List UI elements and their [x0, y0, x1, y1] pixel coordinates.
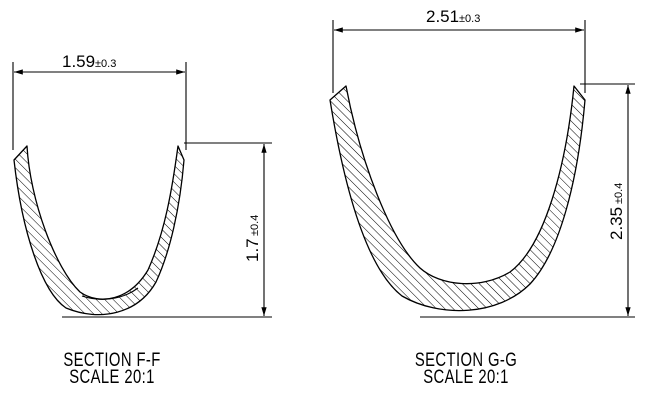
section-g-height-value: 2.35	[607, 207, 626, 240]
section-g-width-value: 2.51	[426, 7, 459, 26]
section-f-inner-line	[81, 287, 139, 300]
section-f-view: 1.59 ±0.3 1.7 ±0.4	[12, 52, 272, 318]
section-g-caption: SECTION G-G SCALE 20:1	[396, 350, 536, 388]
section-f-scale: SCALE 20:1	[69, 367, 155, 388]
section-g-height-tolerance: ±0.4	[613, 183, 625, 204]
section-f-height-tolerance: ±0.4	[249, 215, 261, 236]
section-g-profile	[329, 85, 586, 312]
section-g-view: 2.51 ±0.3 2.35 ±0.4	[329, 7, 635, 318]
section-f-width-value: 1.59	[62, 52, 95, 71]
section-f-caption: SECTION F-F SCALE 20:1	[42, 350, 182, 388]
section-g-width-tolerance: ±0.3	[459, 13, 480, 25]
section-f-profile	[13, 145, 185, 316]
section-f-height-value: 1.7	[243, 238, 262, 262]
section-g-title: SECTION G-G	[414, 350, 518, 371]
section-g-scale: SCALE 20:1	[423, 367, 509, 388]
section-f-title: SECTION F-F	[63, 350, 161, 371]
section-f-width-tolerance: ±0.3	[95, 58, 116, 70]
